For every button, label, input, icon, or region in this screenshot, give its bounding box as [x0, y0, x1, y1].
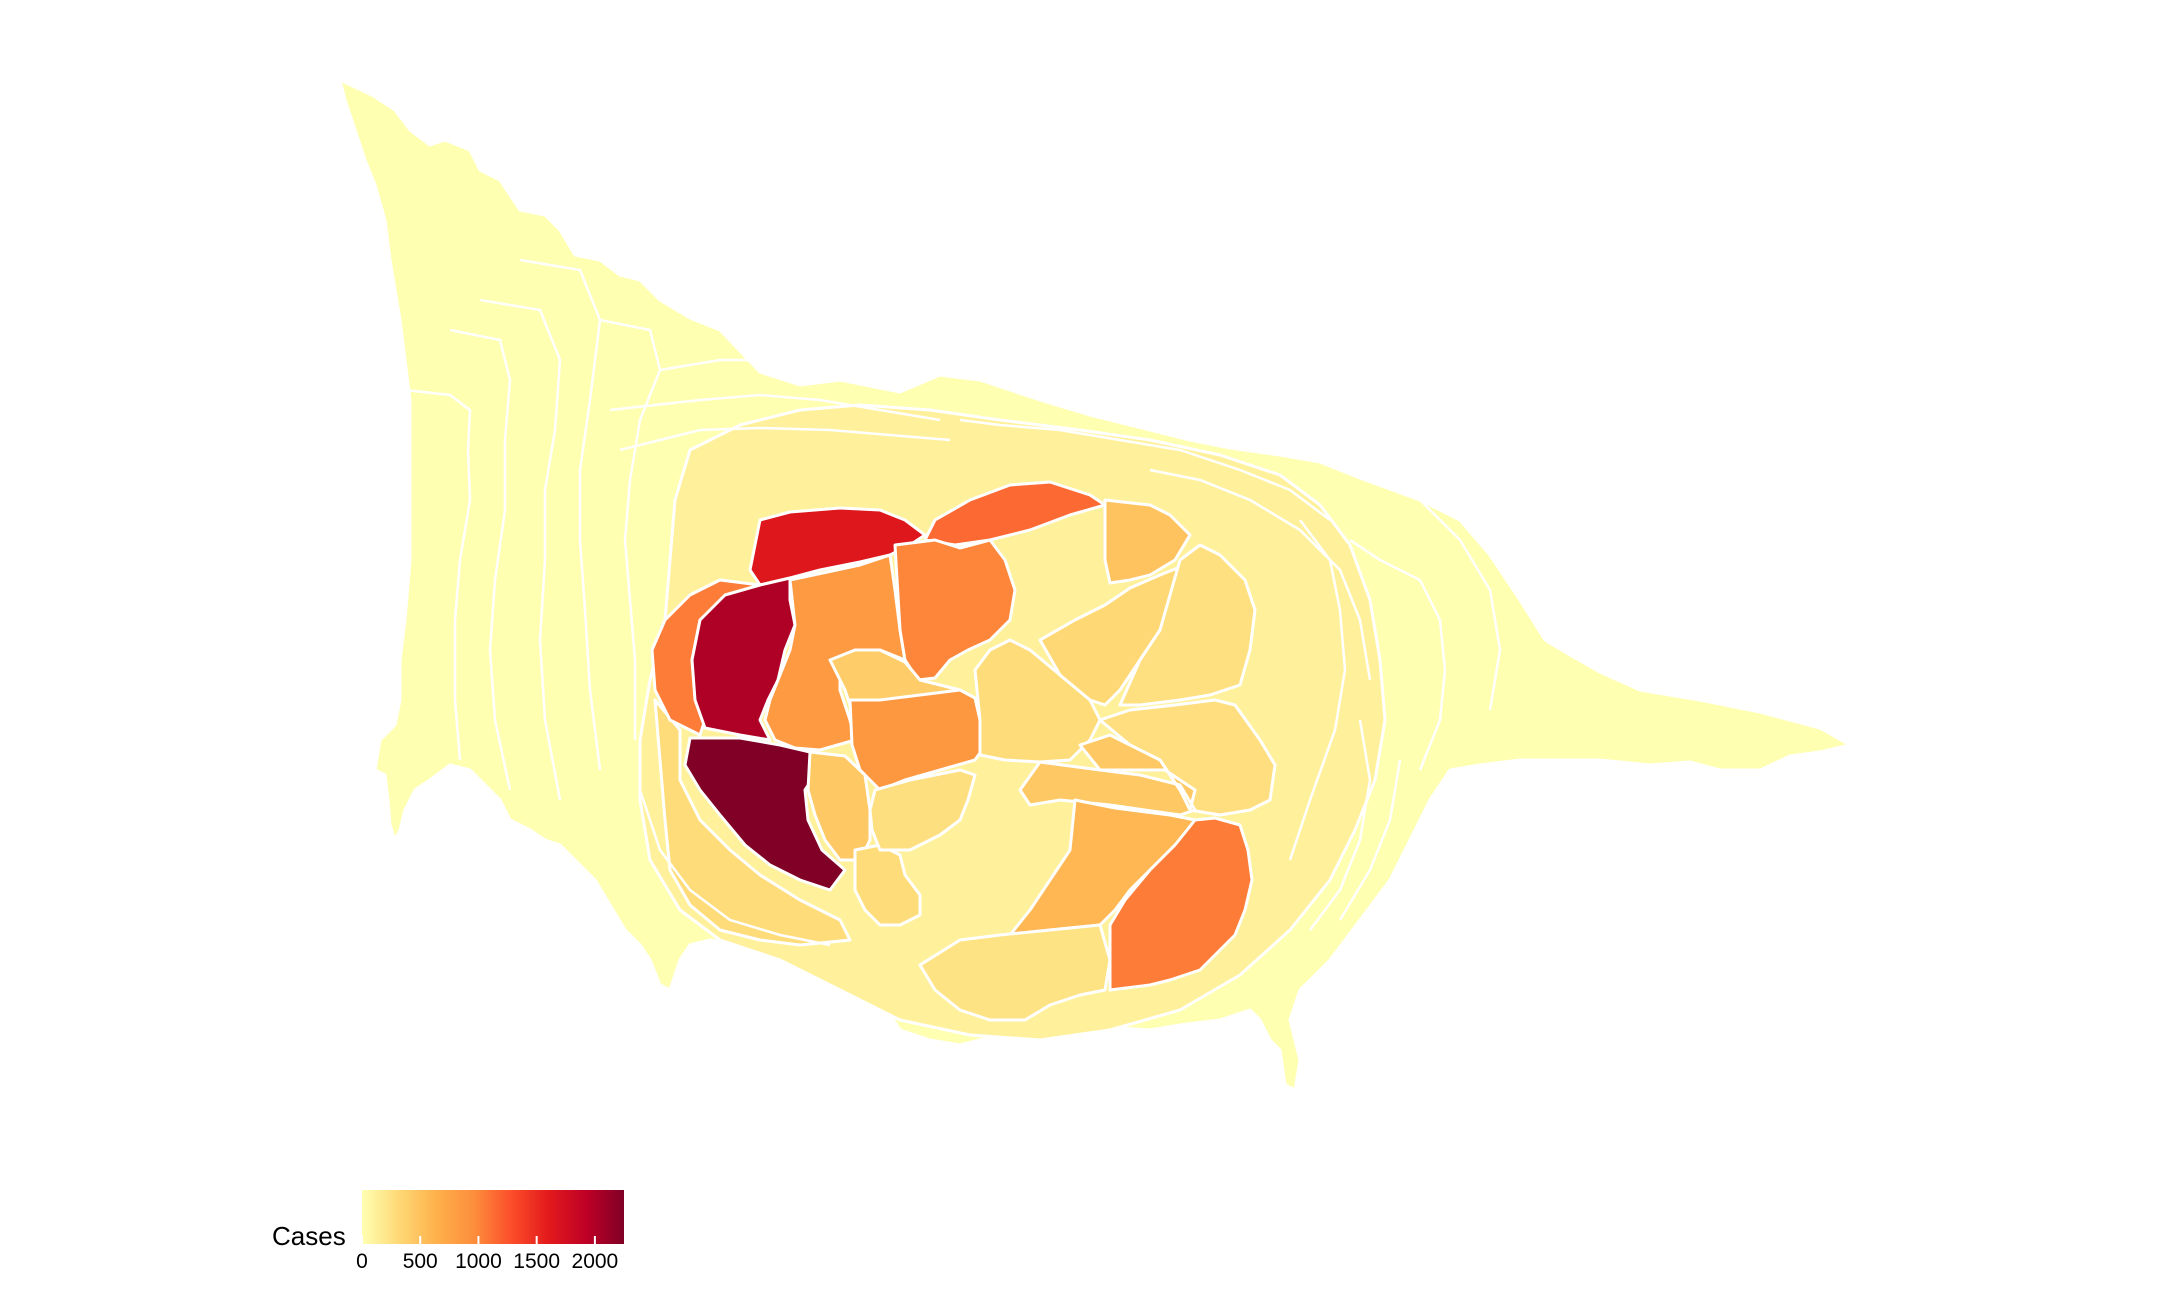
legend-tick-label: 2000 [572, 1250, 619, 1273]
region-east-a [1103, 498, 1192, 585]
legend-title: Cases [272, 1221, 346, 1251]
region-southeast-b [1108, 816, 1254, 992]
legend-tick-label: 1500 [513, 1250, 560, 1273]
region-left-arc [653, 698, 852, 947]
legend-colorbar [362, 1190, 624, 1244]
legend-ticks: 0 500 1000 1500 2000 [356, 1236, 618, 1273]
legend-tick-label: 500 [403, 1250, 438, 1273]
legend: Cases 0 500 1000 1500 2000 [272, 1190, 624, 1273]
region-south-bottom [918, 923, 1112, 1022]
region-south-small [853, 843, 922, 927]
legend-tick-label: 1000 [455, 1250, 502, 1273]
region-east-e [1018, 733, 1197, 817]
region-central-e [868, 768, 977, 852]
region-central-f [973, 638, 1102, 764]
district-boundaries [404, 258, 1502, 947]
region-southeast-a [1008, 798, 1197, 937]
legend-tick-label: 0 [356, 1250, 368, 1273]
region-east-c [1118, 543, 1257, 707]
